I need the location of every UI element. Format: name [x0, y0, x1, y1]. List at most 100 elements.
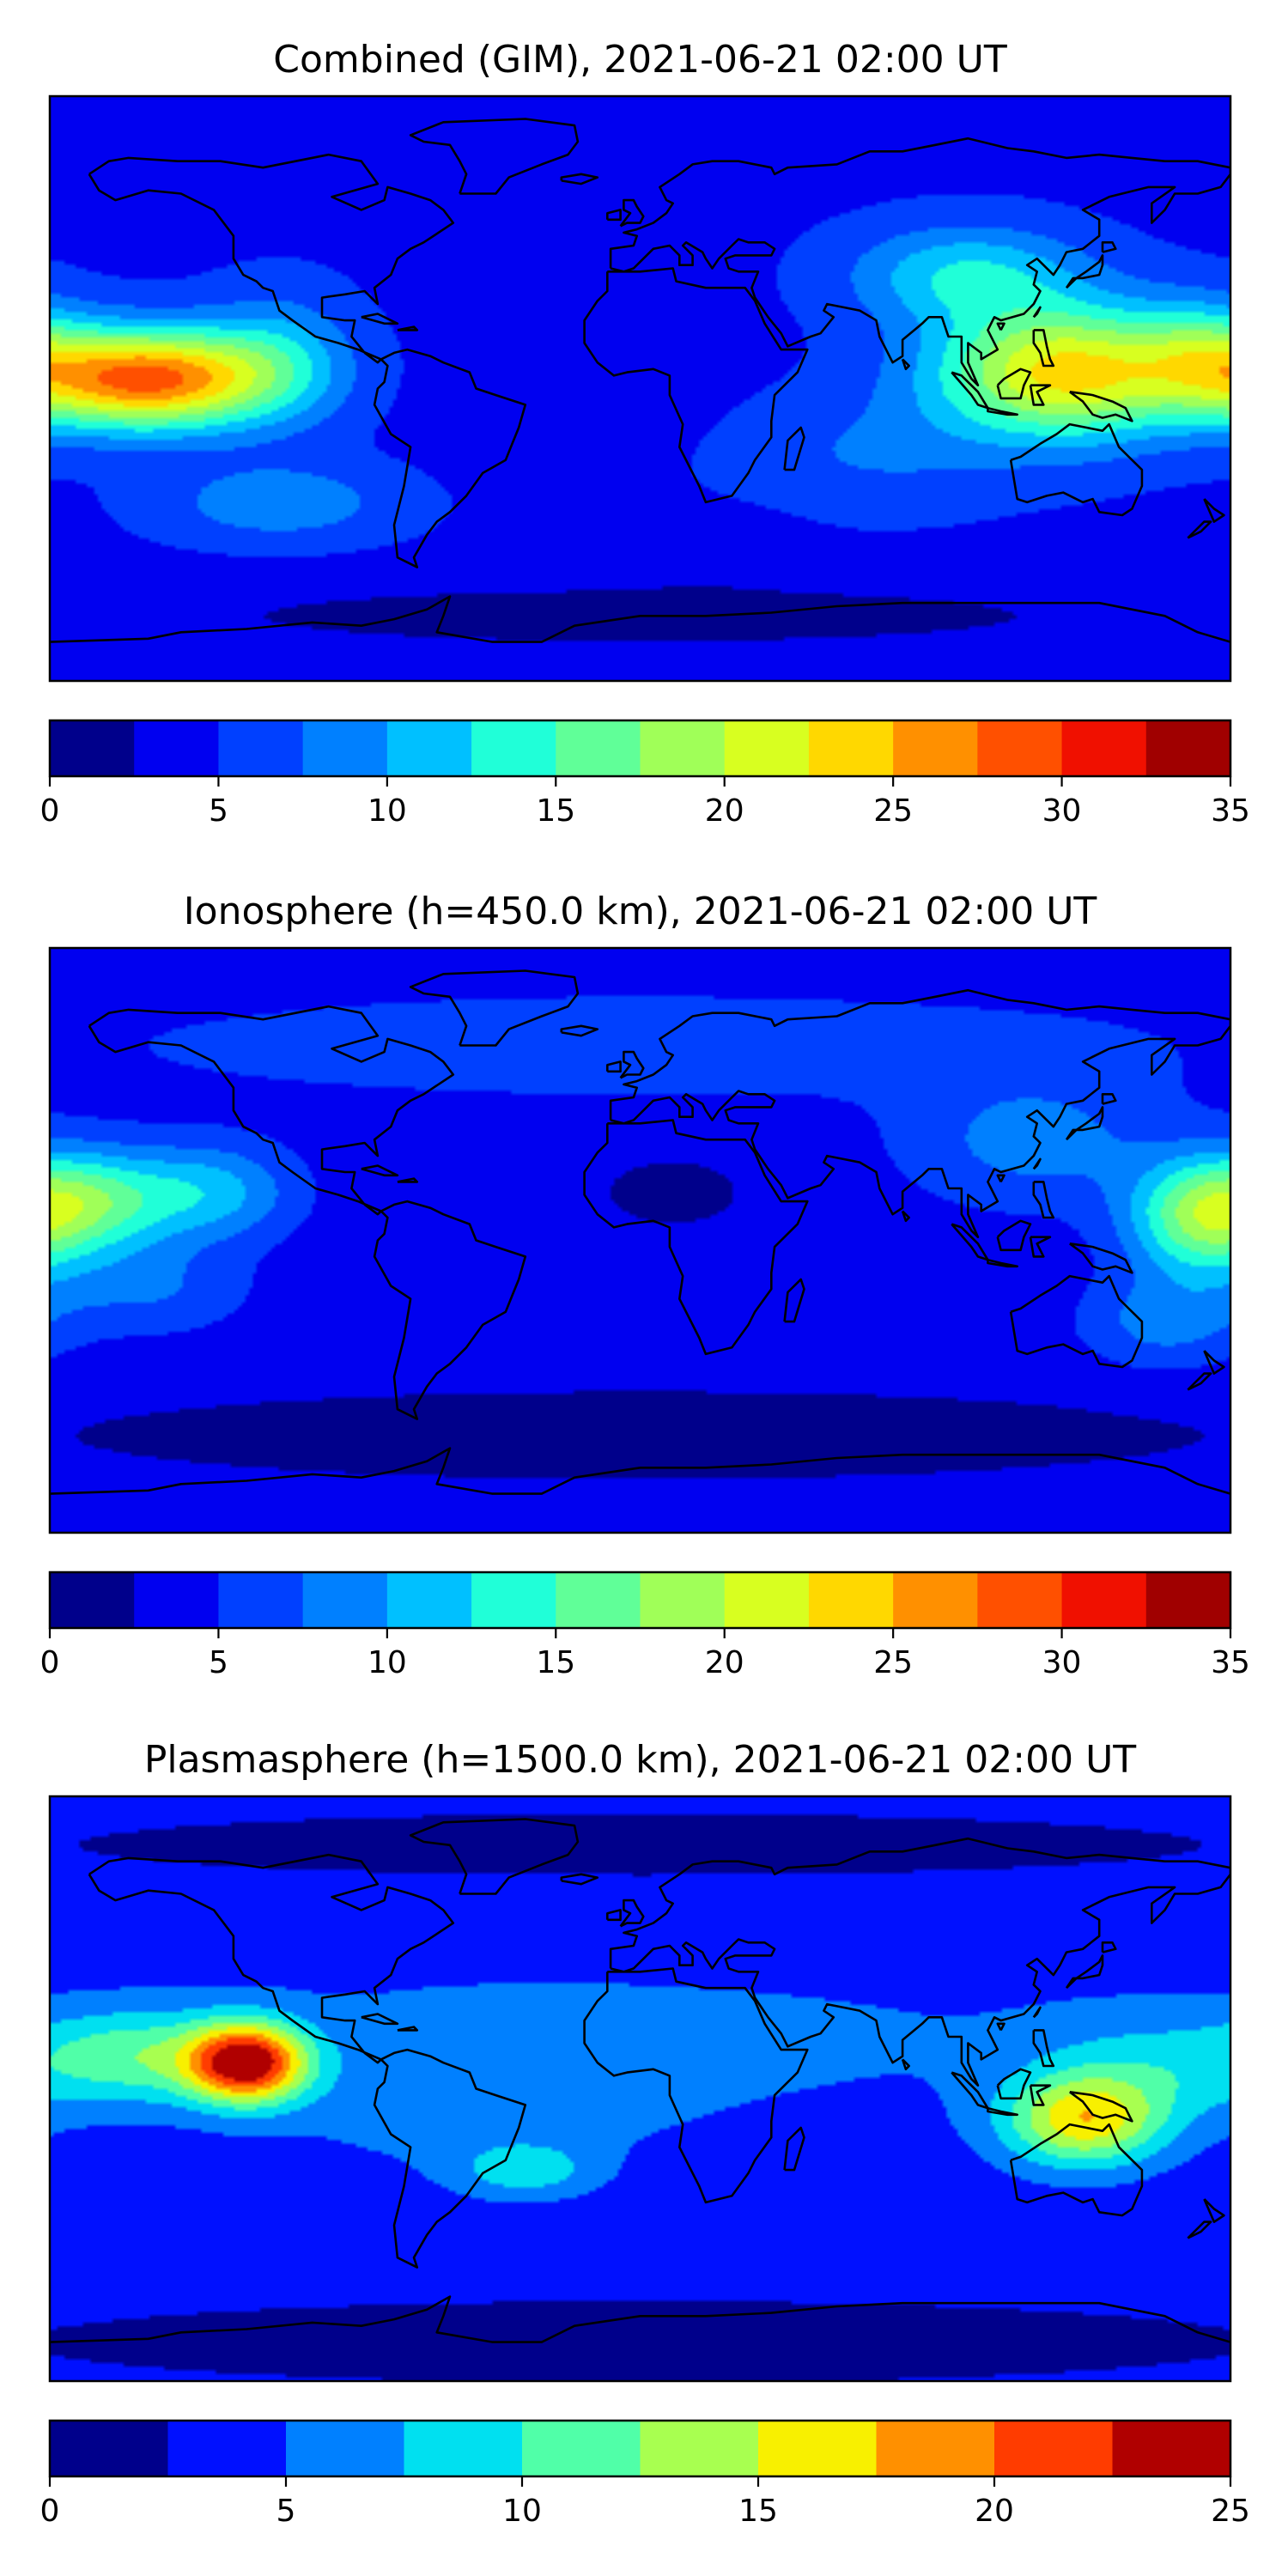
- coastline: [987, 406, 1018, 416]
- colorbar-segment: [218, 1572, 304, 1628]
- colorbar-tick-label: 5: [209, 1645, 228, 1680]
- coastlines: [50, 969, 1230, 1495]
- coastline: [901, 358, 910, 371]
- colorbar-segment: [1145, 720, 1231, 776]
- coastline: [1065, 1106, 1104, 1141]
- coastline: [1203, 1350, 1225, 1375]
- coastline: [583, 1119, 809, 1356]
- coastline: [1101, 1941, 1117, 1953]
- colorbar-segment: [386, 1572, 472, 1628]
- colorbar-tick-label: 20: [705, 793, 744, 829]
- chart-title: Combined (GIM), 2021-06-21 02:00 UT: [273, 38, 1007, 82]
- coastline: [50, 1447, 1230, 1495]
- coastline: [1029, 2084, 1052, 2106]
- colorbar-tick-label: 30: [1042, 1645, 1082, 1680]
- coastline: [1187, 520, 1212, 539]
- map-frame: [48, 94, 1232, 683]
- chart-panel-3: Plasmasphere (h=1500.0 km), 2021-06-21 0…: [40, 1738, 1250, 2529]
- colorbar-tick-label: 25: [873, 793, 913, 829]
- colorbar-segment: [1145, 1572, 1231, 1628]
- chart-title: Ionosphere (h=450.0 km), 2021-06-21 02:0…: [184, 890, 1097, 933]
- coastlines: [50, 118, 1230, 643]
- coastline: [560, 1024, 599, 1037]
- colorbar-segment: [893, 1572, 978, 1628]
- coastline: [1069, 1242, 1133, 1274]
- colorbar-segment: [50, 1572, 135, 1628]
- chart-panel-1: Combined (GIM), 2021-06-21 02:00 UT 0 5 10 1…: [40, 38, 1250, 829]
- coastline: [987, 2106, 1018, 2117]
- colorbar-tick-label: 10: [502, 2494, 542, 2529]
- colorbar-tick-label: 25: [873, 1645, 913, 1680]
- colorbar-tick-label: 35: [1211, 793, 1250, 829]
- coastlines: [50, 1818, 1230, 2343]
- coastline: [409, 969, 580, 1047]
- colorbar-segment: [556, 720, 641, 776]
- chart-panel-2: Ionosphere (h=450.0 km), 2021-06-21 02:0…: [40, 890, 1250, 1680]
- colorbar-segment: [286, 2421, 405, 2476]
- colorbar-tick-label: 10: [368, 793, 407, 829]
- colorbar-tick-label: 15: [738, 2494, 778, 2529]
- colorbar-segment: [522, 2421, 641, 2476]
- coastline: [619, 1050, 645, 1079]
- coastline: [409, 118, 580, 195]
- colorbar-segment: [876, 2421, 995, 2476]
- tec-field: [50, 948, 1230, 1533]
- colorbar-segment: [1112, 2421, 1231, 2476]
- coastline: [783, 2126, 805, 2172]
- coastline: [783, 1278, 805, 1323]
- coastline: [619, 198, 645, 228]
- colorbar-segment: [977, 1572, 1063, 1628]
- coastline: [1101, 1093, 1117, 1105]
- coastline: [88, 153, 455, 364]
- coastline: [1009, 2123, 1144, 2217]
- colorbar: 0 5 10 15 20 25 30 35: [40, 719, 1250, 829]
- coastline: [783, 426, 805, 471]
- colorbar-segment: [556, 1572, 641, 1628]
- coastline: [901, 1210, 910, 1223]
- colorbar: 0 5 10 15 20 25 30 35: [40, 1571, 1250, 1680]
- colorbar-segment: [134, 720, 220, 776]
- colorbar-tick-label: 20: [975, 2494, 1014, 2529]
- coastline: [373, 348, 527, 568]
- coastline: [1187, 2221, 1212, 2239]
- colorbar-tick-label: 5: [276, 2494, 296, 2529]
- coastline: [409, 1818, 580, 1895]
- coastline: [996, 368, 1032, 400]
- colorbar-segment: [640, 720, 726, 776]
- coastline: [619, 1899, 645, 1928]
- coastline: [1029, 1236, 1052, 1258]
- colorbar-segment: [724, 720, 810, 776]
- coastline: [901, 2058, 910, 2071]
- colorbar-segment: [134, 1572, 220, 1628]
- map-frame: [48, 1795, 1232, 2383]
- tec-field: [50, 1796, 1230, 2381]
- coastline: [1069, 2091, 1133, 2123]
- colorbar-tick-label: 0: [40, 793, 60, 829]
- coastline: [1029, 384, 1052, 406]
- colorbar-segment: [893, 720, 978, 776]
- colorbar-segment: [808, 1572, 894, 1628]
- colorbar-tick-label: 0: [40, 2494, 60, 2529]
- coastline: [397, 1177, 419, 1183]
- colorbar-segment: [471, 720, 556, 776]
- colorbar-segment: [977, 720, 1063, 776]
- colorbar-segment: [808, 720, 894, 776]
- colorbar-tick-label: 35: [1211, 1645, 1250, 1680]
- coastline: [583, 1967, 809, 2204]
- coastline: [996, 2068, 1032, 2100]
- colorbar-segment: [724, 1572, 810, 1628]
- coastline: [583, 267, 809, 504]
- coastline: [996, 2022, 1005, 2031]
- colorbar-segment: [218, 720, 304, 776]
- colorbar-frame: [48, 2419, 1232, 2478]
- coastline: [606, 1909, 622, 1922]
- coastline: [1187, 1372, 1212, 1391]
- coastline: [996, 1219, 1032, 1252]
- coastline: [1065, 254, 1104, 289]
- coastline: [1032, 1181, 1055, 1219]
- coastline: [88, 1005, 455, 1216]
- colorbar-segment: [404, 2421, 523, 2476]
- coastline: [361, 2013, 399, 2026]
- colorbar-segment: [302, 720, 388, 776]
- colorbar-segment: [50, 720, 135, 776]
